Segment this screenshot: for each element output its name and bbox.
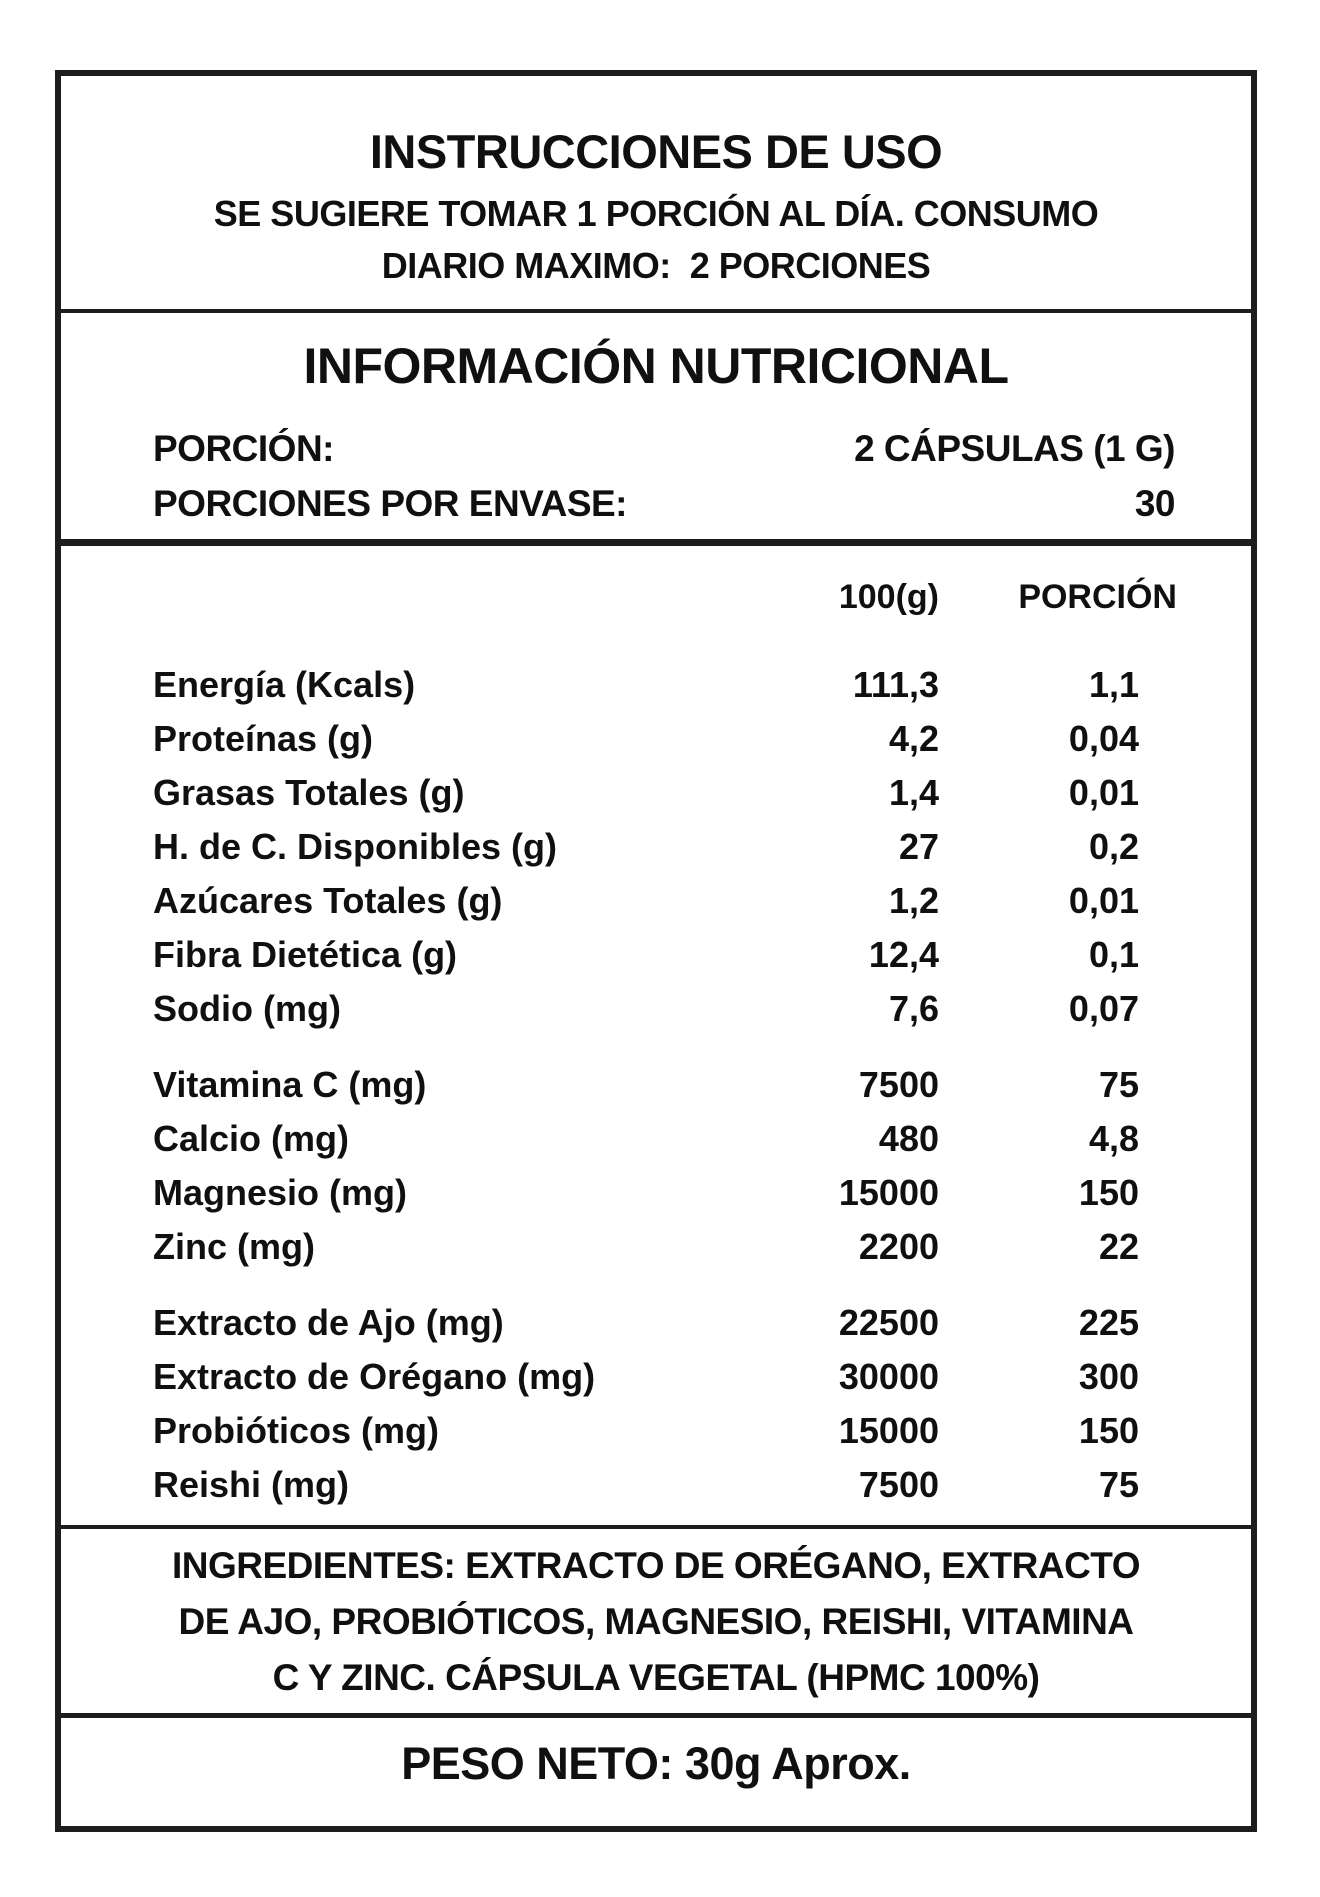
nutrient-name: Energía (Kcals) <box>153 664 416 705</box>
section-nutrition-header: INFORMACIÓN NUTRICIONAL PORCIÓN: 2 CÁPSU… <box>61 313 1251 546</box>
nutrient-per100g: 7500 <box>858 1064 939 1105</box>
nutrient-per100g: 111,3 <box>852 664 939 705</box>
nutrient-row: Calcio (mg) 480 4,8 <box>153 1112 1139 1166</box>
nutrient-group-macros: Energía (Kcals) 111,3 1,1 Proteínas (g) … <box>153 658 1139 1036</box>
instructions-line-2: DIARIO MAXIMO: 2 PORCIONES <box>381 245 931 286</box>
nutrient-name: Extracto de Ajo (mg) <box>153 1302 504 1343</box>
nutrition-table: 100(g) PORCIÓN Energía (Kcals) 111,3 1,1… <box>61 546 1251 1529</box>
nutrient-name: Proteínas (g) <box>153 718 374 759</box>
net-weight-text: PESO NETO: 30g Aprox. <box>401 1738 911 1789</box>
nutrient-row: Magnesio (mg) 15000 150 <box>153 1166 1139 1220</box>
nutrient-name: H. de C. Disponibles (g) <box>153 826 558 867</box>
nutrient-portion: 300 <box>1078 1356 1139 1397</box>
nutrient-row: Grasas Totales (g) 1,4 0,01 <box>153 766 1139 820</box>
nutrient-name: Probióticos (mg) <box>153 1410 439 1451</box>
nutrient-name: Reishi (mg) <box>153 1464 350 1505</box>
ingredients-line-3: C Y ZINC. CÁPSULA VEGETAL (HPMC 100%) <box>272 1657 1040 1698</box>
nutrient-row: Reishi (mg) 7500 75 <box>153 1458 1139 1512</box>
nutrient-row: Extracto de Orégano (mg) 30000 300 <box>153 1350 1139 1404</box>
ingredients-line-2: DE AJO, PROBIÓTICOS, MAGNESIO, REISHI, V… <box>178 1601 1134 1642</box>
nutrient-name: Grasas Totales (g) <box>153 772 465 813</box>
nutrient-per100g: 7500 <box>858 1464 939 1505</box>
servings-per-container-label: PORCIONES POR ENVASE: <box>153 483 628 524</box>
nutrient-row: Energía (Kcals) 111,3 1,1 <box>153 658 1139 712</box>
table-header-row: 100(g) PORCIÓN <box>153 546 1177 622</box>
nutrient-per100g: 12,4 <box>868 934 939 975</box>
nutrient-portion: 75 <box>1098 1064 1139 1105</box>
instructions-title: INSTRUCCIONES DE USO <box>369 125 943 178</box>
nutrient-row: Vitamina C (mg) 7500 75 <box>153 1058 1139 1112</box>
nutrient-per100g: 30000 <box>838 1356 939 1397</box>
nutrient-per100g: 15000 <box>838 1172 939 1213</box>
nutrient-name: Extracto de Orégano (mg) <box>153 1356 596 1397</box>
nutrient-portion: 150 <box>1078 1410 1139 1451</box>
serving-size-value: 2 CÁPSULAS (1 G) <box>854 428 1175 469</box>
section-instructions: INSTRUCCIONES DE USO SE SUGIERE TOMAR 1 … <box>61 76 1251 313</box>
nutrient-name: Vitamina C (mg) <box>153 1064 427 1105</box>
nutrient-per100g: 15000 <box>838 1410 939 1451</box>
nutrient-portion: 150 <box>1078 1172 1139 1213</box>
nutrient-row: Extracto de Ajo (mg) 22500 225 <box>153 1296 1139 1350</box>
nutrient-portion: 1,1 <box>1088 664 1139 705</box>
nutrient-per100g: 1,4 <box>888 772 939 813</box>
column-header-100g: 100(g) <box>838 578 939 616</box>
nutrient-per100g: 4,2 <box>888 718 939 759</box>
nutrient-portion: 0,2 <box>1088 826 1139 867</box>
nutrient-row: H. de C. Disponibles (g) 27 0,2 <box>153 820 1139 874</box>
nutrient-group-extracts: Extracto de Ajo (mg) 22500 225 Extracto … <box>153 1296 1139 1512</box>
nutrient-row: Proteínas (g) 4,2 0,04 <box>153 712 1139 766</box>
nutrient-row: Probióticos (mg) 15000 150 <box>153 1404 1139 1458</box>
nutrient-portion: 4,8 <box>1088 1118 1139 1159</box>
nutrient-row: Sodio (mg) 7,6 0,07 <box>153 982 1139 1036</box>
nutrient-name: Zinc (mg) <box>153 1226 315 1267</box>
servings-per-container-value: 30 <box>1134 483 1176 524</box>
nutrient-portion: 0,01 <box>1068 772 1139 813</box>
nutrient-row: Fibra Dietética (g) 12,4 0,1 <box>153 928 1139 982</box>
section-net-weight: PESO NETO: 30g Aprox. <box>61 1718 1251 1826</box>
nutrient-portion: 225 <box>1078 1302 1139 1343</box>
column-header-portion: PORCIÓN <box>1018 578 1177 616</box>
nutrient-per100g: 27 <box>898 826 939 867</box>
nutrient-name: Magnesio (mg) <box>153 1172 408 1213</box>
instructions-line-1: SE SUGIERE TOMAR 1 PORCIÓN AL DÍA. CONSU… <box>213 193 1099 234</box>
nutrient-name: Calcio (mg) <box>153 1118 350 1159</box>
nutrition-title: INFORMACIÓN NUTRICIONAL <box>303 338 1009 394</box>
nutrient-row: Azúcares Totales (g) 1,2 0,01 <box>153 874 1139 928</box>
table-header-spacer <box>153 572 769 622</box>
serving-rows: PORCIÓN: 2 CÁPSULAS (1 G) PORCIONES POR … <box>61 421 1251 531</box>
section-ingredients: INGREDIENTES: EXTRACTO DE ORÉGANO, EXTRA… <box>61 1529 1251 1718</box>
nutrient-name: Sodio (mg) <box>153 988 341 1029</box>
nutrient-portion: 22 <box>1098 1226 1139 1267</box>
serving-size-row: PORCIÓN: 2 CÁPSULAS (1 G) <box>61 421 1251 476</box>
nutrient-name: Fibra Dietética (g) <box>153 934 458 975</box>
ingredients-line-1: INGREDIENTES: EXTRACTO DE ORÉGANO, EXTRA… <box>172 1545 1141 1586</box>
nutrient-portion: 0,1 <box>1088 934 1139 975</box>
nutrient-per100g: 22500 <box>838 1302 939 1343</box>
nutrient-portion: 75 <box>1098 1464 1139 1505</box>
serving-size-label: PORCIÓN: <box>153 428 335 469</box>
nutrient-per100g: 1,2 <box>888 880 939 921</box>
nutrient-portion: 0,01 <box>1068 880 1139 921</box>
nutrient-portion: 0,04 <box>1068 718 1139 759</box>
nutrient-per100g: 480 <box>878 1118 939 1159</box>
nutrient-name: Azúcares Totales (g) <box>153 880 503 921</box>
nutrition-label: INSTRUCCIONES DE USO SE SUGIERE TOMAR 1 … <box>55 70 1257 1832</box>
nutrient-row: Zinc (mg) 2200 22 <box>153 1220 1139 1274</box>
nutrient-per100g: 7,6 <box>888 988 939 1029</box>
nutrient-per100g: 2200 <box>858 1226 939 1267</box>
nutrient-portion: 0,07 <box>1068 988 1139 1029</box>
nutrient-group-micros: Vitamina C (mg) 7500 75 Calcio (mg) 480 … <box>153 1058 1139 1274</box>
servings-per-container-row: PORCIONES POR ENVASE: 30 <box>61 476 1251 531</box>
